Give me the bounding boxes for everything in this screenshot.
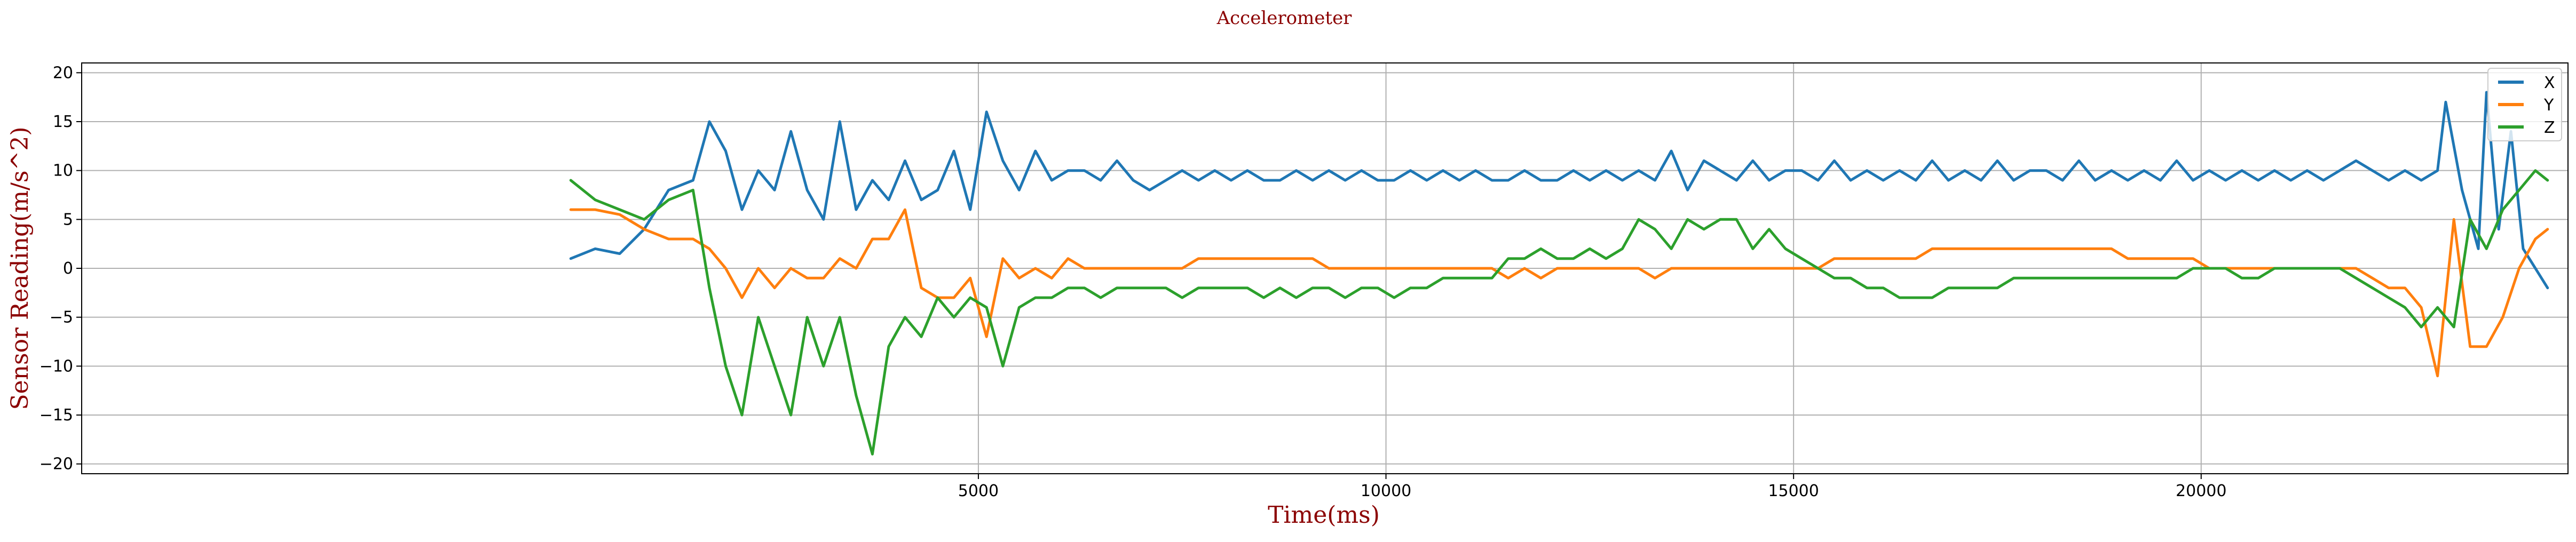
chart-title: Accelerometer bbox=[1216, 7, 1353, 29]
x-tick-label: 20000 bbox=[2176, 482, 2226, 500]
x-axis-label: Time(ms) bbox=[1268, 501, 1380, 529]
x-tick-label: 15000 bbox=[1768, 482, 1819, 500]
legend-label-y: Y bbox=[2543, 96, 2554, 115]
y-tick-label: 15 bbox=[53, 113, 73, 131]
y-tick-label: −10 bbox=[39, 357, 73, 376]
series-line-x bbox=[569, 91, 2549, 290]
series-lines bbox=[569, 91, 2549, 456]
y-tick-label: −5 bbox=[50, 308, 73, 327]
legend-box bbox=[2487, 68, 2562, 141]
y-tick-label: 10 bbox=[53, 162, 73, 180]
grid-lines bbox=[82, 63, 2568, 474]
y-tick-label: 0 bbox=[63, 259, 73, 278]
legend-label-x: X bbox=[2544, 74, 2555, 92]
legend-label-z: Z bbox=[2544, 118, 2555, 137]
x-tick-label: 10000 bbox=[1361, 482, 1411, 500]
y-axis-label: Sensor Reading(m/s^2) bbox=[6, 126, 34, 410]
axis-ticks: 5000 10000 15000 20000 −20 −15 −10 −5 0 5 10 15 20 bbox=[39, 63, 2227, 500]
y-tick-label: 5 bbox=[63, 210, 73, 229]
series-line-y bbox=[569, 208, 2549, 378]
x-tick-label: 5000 bbox=[958, 482, 999, 500]
series-line-z bbox=[569, 169, 2549, 456]
y-tick-label: −15 bbox=[39, 406, 73, 425]
legend: X Y Z bbox=[2487, 68, 2562, 141]
y-tick-label: 20 bbox=[53, 63, 73, 82]
y-tick-label: −20 bbox=[39, 455, 73, 474]
